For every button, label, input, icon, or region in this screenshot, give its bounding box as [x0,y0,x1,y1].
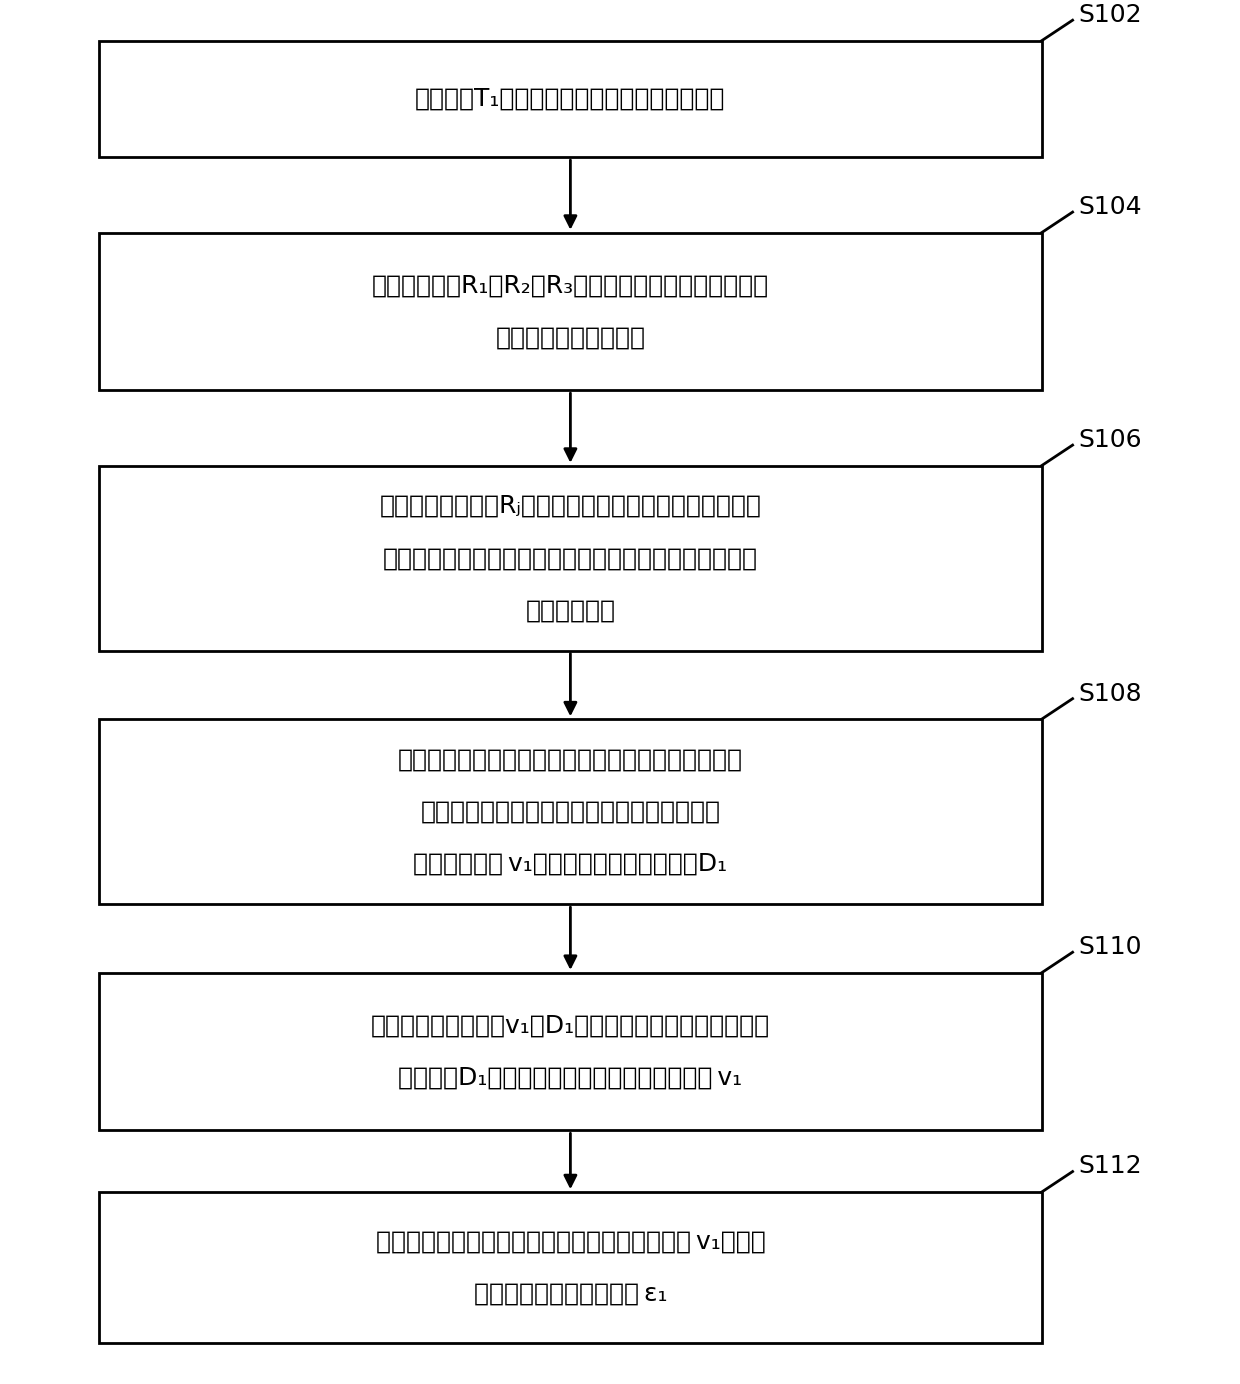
Text: 发射天线T₁向地外星体下方发射电磁脉冲信号: 发射天线T₁向地外星体下方发射电磁脉冲信号 [415,87,725,111]
Text: 一方程和第二方程，构成一对方程；而三个接收天线，则: 一方程和第二方程，构成一对方程；而三个接收天线，则 [383,547,758,570]
Text: 分层面反射的回波信号: 分层面反射的回波信号 [496,325,645,350]
Text: 方程组，求解电磁脉冲信号在第一层地质分层: 方程组，求解电磁脉冲信号在第一层地质分层 [420,800,720,823]
Text: 中的传播速度 v₁和第一层地质分层的厚度D₁: 中的传播速度 v₁和第一层地质分层的厚度D₁ [413,851,728,876]
FancyBboxPatch shape [99,1192,1042,1342]
FancyBboxPatch shape [99,720,1042,904]
Text: S104: S104 [1079,195,1142,219]
FancyBboxPatch shape [99,973,1042,1131]
Text: 第一地质分层的介电常数 ε₁: 第一地质分层的介电常数 ε₁ [474,1282,667,1305]
Text: 分层厚度D₁和电磁脉冲信号在其中的传播速度 v₁: 分层厚度D₁和电磁脉冲信号在其中的传播速度 v₁ [398,1066,743,1089]
FancyBboxPatch shape [99,233,1042,390]
Text: 利用电磁脉冲信号在第一地质分层中的传播速度 v₁，计算: 利用电磁脉冲信号在第一地质分层中的传播速度 v₁，计算 [376,1229,765,1254]
FancyBboxPatch shape [99,465,1042,650]
Text: 三个接收天线R₁、R₂、R₃接收电磁脉冲信号遇第一地质: 三个接收天线R₁、R₂、R₃接收电磁脉冲信号遇第一地质 [372,274,769,298]
FancyBboxPatch shape [99,40,1042,158]
Text: 对于上述三对方程中的任意两对方程，组成一个四元: 对于上述三对方程中的任意两对方程，组成一个四元 [398,747,743,772]
Text: S108: S108 [1079,681,1142,706]
Text: 根据每一接收天线Rⱼ所接收到的回波信号的数据，建立第: 根据每一接收天线Rⱼ所接收到的回波信号的数据，建立第 [379,494,761,518]
Text: S112: S112 [1079,1154,1142,1178]
Text: 建立三对方程: 建立三对方程 [526,598,615,623]
Text: S102: S102 [1079,3,1142,28]
Text: S110: S110 [1079,936,1142,959]
Text: S106: S106 [1079,428,1142,453]
Text: 对于求解得出的多个v₁和D₁的值，通过平均得到第一地质: 对于求解得出的多个v₁和D₁的值，通过平均得到第一地质 [371,1013,770,1038]
